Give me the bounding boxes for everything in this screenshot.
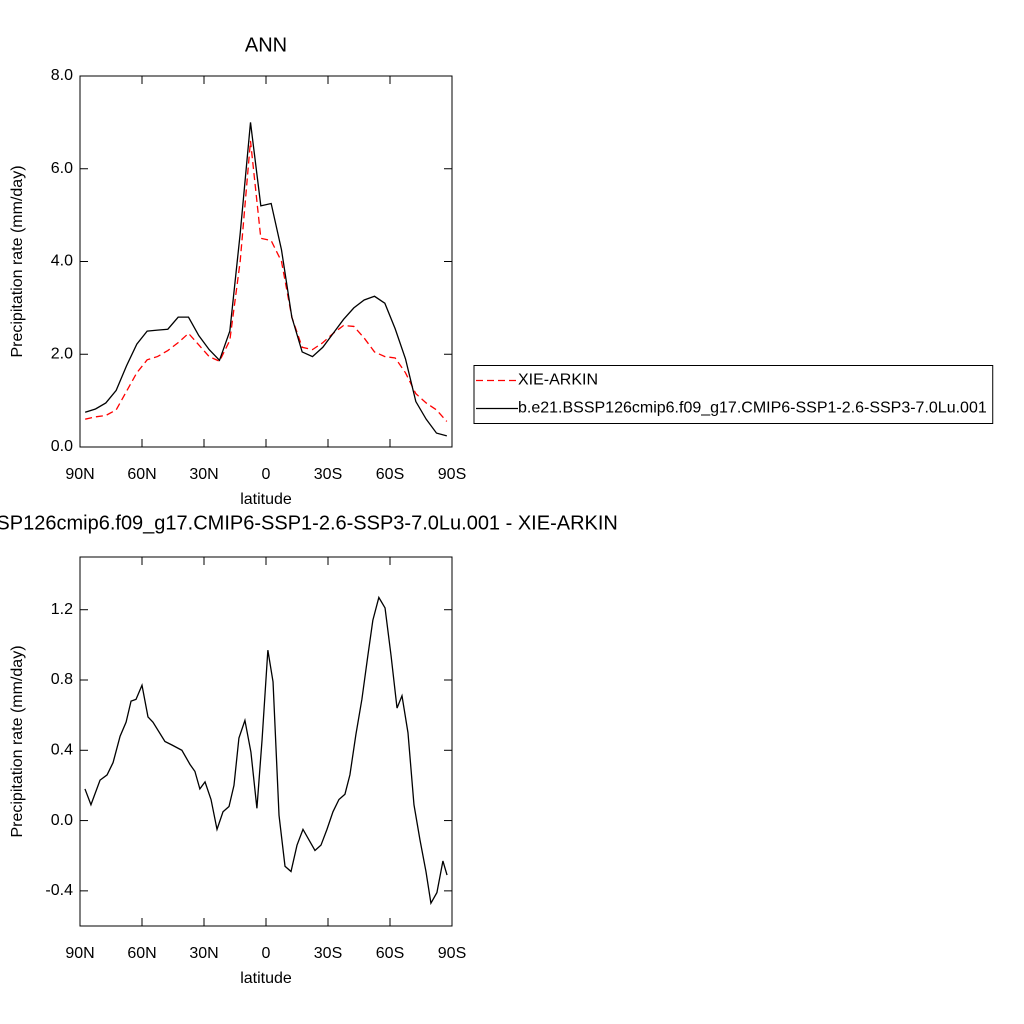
y-tick-label: 0.4 [51,742,73,759]
y-tick-label: 0.8 [51,671,73,688]
y-tick-label: 8.0 [51,67,73,84]
x-axis-label: latitude [240,491,292,508]
x-tick-label: 0 [262,466,271,483]
y-tick-label: 0.0 [51,438,73,455]
data-line [84,122,447,437]
chart-title: b.e21.BSSP126cmip6.f09_g17.CMIP6-SSP1-2.… [0,512,618,534]
x-tick-label: 90N [65,466,94,483]
y-tick-label: 1.2 [51,601,73,618]
legend-label: b.e21.BSSP126cmip6.f09_g17.CMIP6-SSP1-2.… [518,400,987,417]
x-tick-label: 60S [376,945,404,962]
y-axis-label: Precipitation rate (mm/day) [9,645,26,837]
y-axis-label: Precipitation rate (mm/day) [9,165,26,357]
y-tick-label: 4.0 [51,253,73,270]
x-tick-label: 60N [127,945,156,962]
x-tick-label: 30S [314,945,342,962]
x-tick-label: 90S [438,466,466,483]
plot-frame [79,75,453,448]
x-tick-label: 90N [65,945,94,962]
x-tick-label: 30N [189,466,218,483]
plot-frame [79,556,453,927]
y-tick-label: 6.0 [51,160,73,177]
legend-box [473,365,994,424]
y-tick-label: 0.0 [51,812,73,829]
x-tick-label: 0 [262,945,271,962]
x-tick-label: 90S [438,945,466,962]
x-tick-label: 30N [189,945,218,962]
x-tick-label: 30S [314,466,342,483]
data-line [84,595,448,906]
x-tick-label: 60N [127,466,156,483]
legend-label: XIE-ARKIN [518,372,598,389]
x-tick-label: 60S [376,466,404,483]
y-tick-label: 2.0 [51,345,73,362]
data-line [85,140,448,422]
chart-title: ANN [245,34,287,56]
x-axis-label: latitude [240,970,292,987]
y-tick-label: -0.4 [45,882,73,899]
